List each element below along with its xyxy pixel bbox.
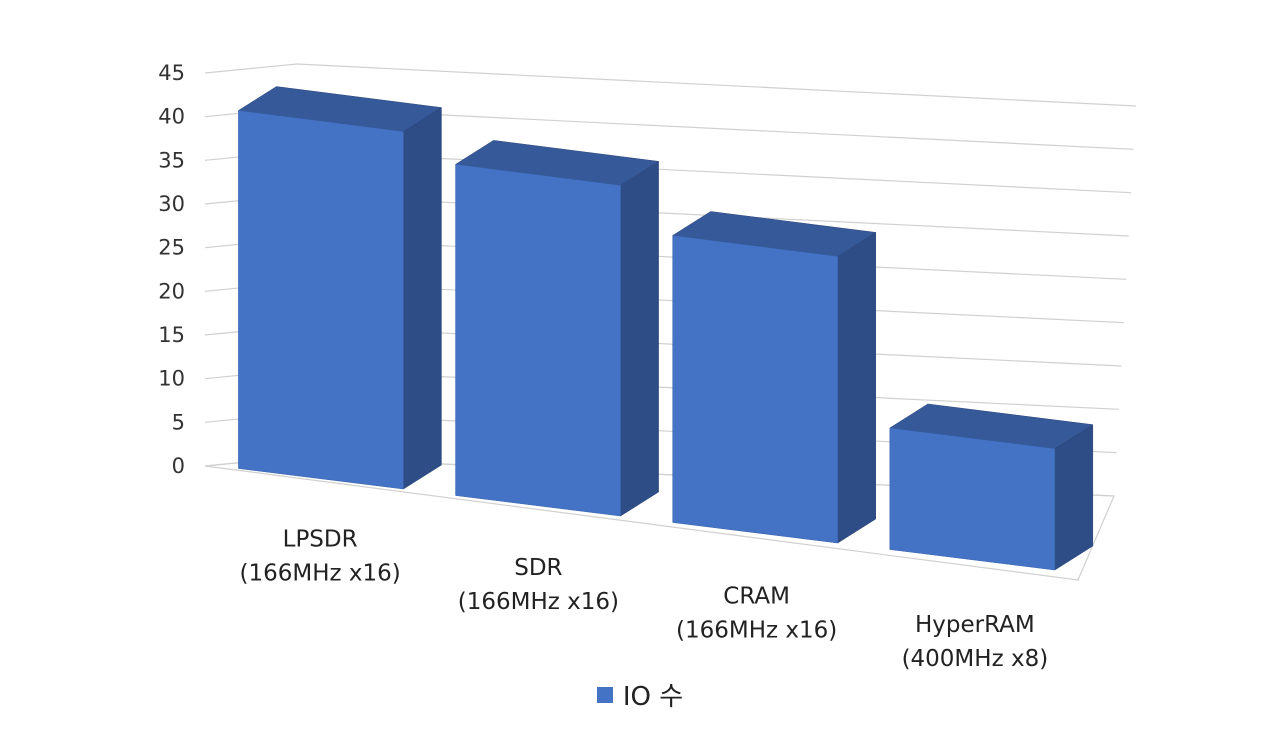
- x-tick-label: CRAM: [723, 583, 790, 609]
- bar: [238, 110, 404, 490]
- gridline: [204, 63, 1137, 107]
- x-tick-label: (166MHz x16): [240, 560, 401, 586]
- y-tick-label: 25: [158, 236, 185, 260]
- x-tick-label: SDR: [514, 555, 562, 581]
- x-tick-label: (166MHz x16): [676, 617, 837, 643]
- y-tick-label: 15: [158, 323, 185, 347]
- y-tick-label: 0: [172, 454, 185, 478]
- bars: [237, 86, 1094, 571]
- y-tick-label: 20: [158, 279, 185, 303]
- bar-side: [403, 107, 442, 490]
- legend-label: IO 수: [622, 682, 684, 712]
- y-axis: 0 5 10 15 20 25 30 35 40 45: [158, 61, 185, 478]
- x-tick-label: (166MHz x16): [458, 589, 619, 615]
- y-tick-label: 35: [158, 148, 185, 172]
- y-tick-label: 40: [158, 105, 185, 129]
- bar-side: [1054, 424, 1094, 571]
- x-tick-label: LPSDR: [283, 526, 358, 552]
- x-tick-label: (400MHz x8): [902, 646, 1049, 672]
- bar: [889, 427, 1056, 571]
- legend-swatch: [596, 686, 613, 703]
- y-tick-label: 45: [158, 61, 185, 85]
- legend: IO 수: [0, 676, 1280, 713]
- x-axis: LPSDR (166MHz x16) SDR (166MHz x16) CRAM (166…: [240, 526, 1049, 672]
- y-tick-label: 10: [158, 367, 185, 391]
- y-tick-label: 30: [158, 192, 185, 216]
- x-tick-label: HyperRAM: [915, 612, 1035, 638]
- y-tick-label: 5: [172, 410, 185, 434]
- bar: [455, 164, 621, 517]
- bar: [672, 235, 838, 544]
- bar-side: [620, 160, 659, 517]
- bar-side: [837, 231, 876, 544]
